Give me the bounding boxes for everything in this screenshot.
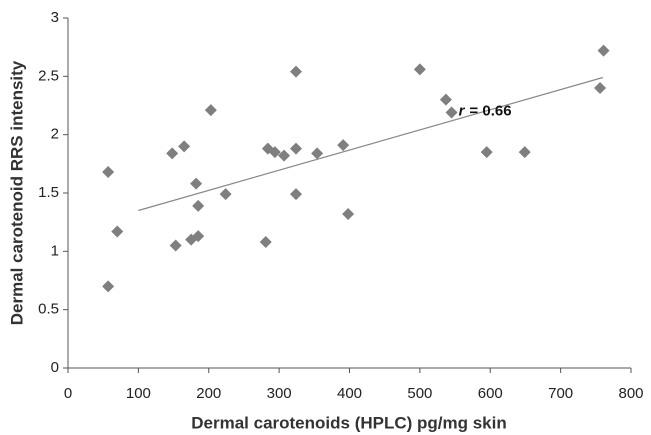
y-tick-label: 0.5 xyxy=(38,301,59,318)
x-tick-label: 200 xyxy=(196,385,221,402)
point xyxy=(111,225,124,238)
y-tick-label: 0 xyxy=(51,359,59,376)
point xyxy=(278,149,291,162)
trend-line xyxy=(138,76,604,212)
x-tick-label: 700 xyxy=(548,385,573,402)
y-tick-label: 2 xyxy=(51,126,59,143)
point xyxy=(439,93,452,106)
x-tick-label: 300 xyxy=(267,385,292,402)
point xyxy=(268,146,281,159)
point xyxy=(594,82,607,94)
x-tick-label: 400 xyxy=(337,385,362,402)
annotation-var: r xyxy=(459,102,466,119)
point xyxy=(192,199,205,212)
x-axis-title: Dermal carotenoids (HPLC) pg/mg skin xyxy=(191,413,507,432)
point xyxy=(190,177,203,190)
point xyxy=(480,146,493,159)
point xyxy=(204,104,217,117)
x-tick-label: 0 xyxy=(64,385,72,402)
x-tick-label: 100 xyxy=(126,385,151,402)
point xyxy=(413,63,426,76)
y-tick-label: 3 xyxy=(51,9,59,26)
point xyxy=(102,166,115,178)
y-tick-label: 1 xyxy=(51,242,59,259)
point xyxy=(445,106,458,119)
point xyxy=(166,147,179,160)
point xyxy=(290,142,303,155)
x-tick-label: 500 xyxy=(407,385,432,402)
annotation: r = 0.66 xyxy=(459,102,512,119)
point xyxy=(259,236,272,248)
point xyxy=(169,239,182,252)
y-tick-label: 1.5 xyxy=(38,184,59,201)
x-tick-label: 600 xyxy=(478,385,503,402)
y-axis-title: Dermal carotenoid RRS intensity xyxy=(7,60,26,325)
point xyxy=(102,280,115,293)
point xyxy=(337,139,350,152)
point xyxy=(290,65,303,78)
annotation-text: = 0.66 xyxy=(469,102,511,119)
point xyxy=(597,44,610,57)
point xyxy=(518,146,531,159)
point xyxy=(192,230,205,243)
x-tick-label: 800 xyxy=(618,385,643,402)
point xyxy=(311,147,324,160)
point xyxy=(290,188,303,201)
point xyxy=(219,188,232,201)
point xyxy=(178,140,191,153)
point xyxy=(342,208,355,220)
y-tick-label: 2.5 xyxy=(38,67,59,84)
